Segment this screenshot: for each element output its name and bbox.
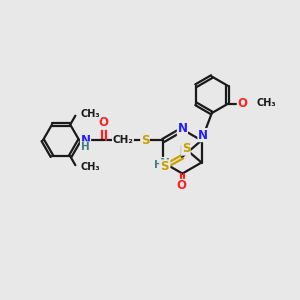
Text: O: O: [177, 179, 187, 192]
Text: H: H: [154, 160, 163, 170]
Text: S: S: [182, 142, 190, 155]
Text: CH₃: CH₃: [81, 162, 100, 172]
Text: N: N: [80, 134, 91, 147]
Text: N: N: [198, 129, 208, 142]
Text: S: S: [160, 160, 169, 173]
Text: CH₃: CH₃: [256, 98, 276, 108]
Text: N: N: [160, 158, 170, 170]
Text: H: H: [81, 142, 90, 152]
Text: N: N: [177, 122, 188, 135]
Text: S: S: [141, 134, 149, 147]
Text: O: O: [237, 97, 248, 110]
Text: CH₃: CH₃: [81, 109, 100, 119]
Text: CH₂: CH₂: [112, 134, 134, 145]
Text: O: O: [99, 116, 109, 129]
